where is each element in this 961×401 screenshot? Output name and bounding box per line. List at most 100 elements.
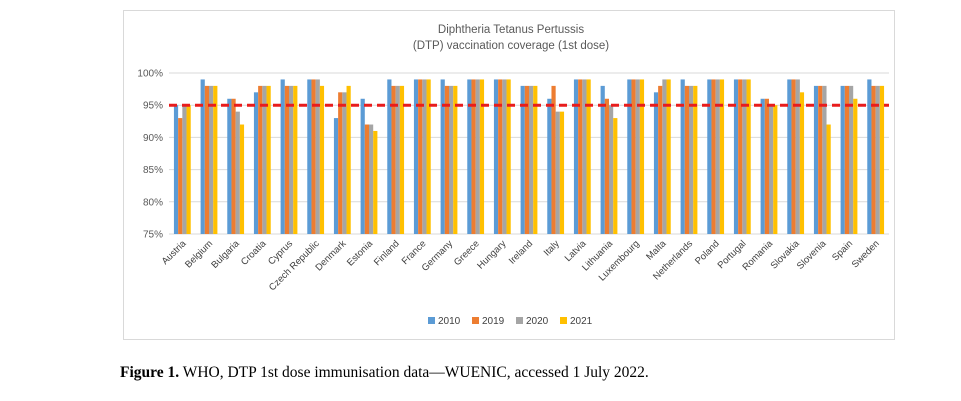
bar (227, 98, 232, 234)
x-tick-label: Sweden (850, 238, 882, 270)
bar (342, 92, 347, 234)
legend-swatch (428, 317, 435, 324)
bar (555, 111, 560, 234)
bar (289, 85, 294, 234)
bar (818, 85, 823, 234)
bar (631, 79, 636, 234)
bar (573, 79, 579, 234)
bar (578, 79, 583, 234)
bar (524, 85, 529, 234)
bar (178, 118, 183, 234)
bar (258, 85, 263, 234)
bar (373, 130, 378, 234)
bar (684, 85, 689, 234)
bar (738, 79, 743, 234)
x-tick-label: Malta (644, 238, 669, 263)
bar (609, 105, 614, 234)
bar (742, 79, 747, 234)
x-tick-label: Spain (830, 238, 855, 263)
bar (444, 85, 449, 234)
x-tick-label: Estonia (345, 238, 376, 269)
bar (600, 85, 605, 234)
bar (475, 79, 480, 234)
bar (853, 98, 858, 234)
bar (426, 79, 431, 234)
bar (689, 85, 694, 234)
bar (346, 85, 351, 234)
bar (746, 79, 751, 234)
x-tick-label: Italy (542, 238, 562, 258)
legend-swatch (516, 317, 523, 324)
legend-label: 2019 (482, 316, 505, 327)
bar (493, 79, 499, 234)
bar (867, 79, 872, 234)
x-tick-label: Slovenia (795, 238, 829, 272)
x-tick-label: Finland (372, 238, 402, 268)
x-tick-label: Bulgaria (209, 238, 242, 271)
bar (333, 118, 339, 234)
bar (871, 85, 876, 234)
legend-label: 2021 (570, 316, 593, 327)
x-tick-label: Belgium (183, 238, 215, 270)
legend-label: 2010 (438, 316, 461, 327)
bar (280, 79, 285, 234)
bar (235, 111, 240, 234)
bar (293, 85, 298, 234)
bar (639, 79, 645, 234)
bar (231, 98, 236, 234)
bar (479, 79, 485, 234)
bar (693, 85, 698, 234)
figure-caption: Figure 1. WHO, DTP 1st dose immunisation… (120, 364, 920, 382)
bar (653, 92, 659, 234)
bar (182, 105, 187, 234)
bar (307, 79, 312, 234)
bar (658, 85, 663, 234)
bar (418, 79, 423, 234)
bar (604, 98, 609, 234)
bar (364, 124, 369, 234)
x-tick-label: Hungary (475, 238, 508, 271)
bar (773, 105, 778, 234)
bar (200, 79, 205, 234)
bar (369, 124, 374, 234)
y-tick-label: 90% (143, 133, 163, 144)
bar (711, 79, 716, 234)
bar (213, 85, 218, 234)
chart-subtitle: (DTP) vaccination coverage (1st dose) (413, 40, 609, 52)
bar (204, 85, 209, 234)
bar (662, 79, 667, 234)
bar (533, 85, 538, 234)
bar (399, 85, 405, 234)
chart-title: Diphtheria Tetanus Pertussis (438, 24, 584, 36)
bar (627, 79, 632, 234)
bar (613, 118, 618, 234)
bar (769, 105, 774, 234)
bar (520, 85, 525, 234)
bar (666, 79, 671, 234)
legend-label: 2020 (526, 316, 549, 327)
bar (879, 85, 885, 234)
caption-label: Figure 1. (120, 364, 180, 381)
bar (719, 79, 725, 234)
bar (311, 79, 316, 234)
bar (506, 79, 511, 234)
bar (498, 79, 503, 234)
x-tick-label: Ireland (507, 238, 535, 266)
bar (360, 98, 365, 234)
caption-text: WHO, DTP 1st dose immunisation data—WUEN… (179, 364, 649, 381)
x-tick-label: Croatia (239, 238, 269, 268)
bar (559, 111, 565, 234)
chart-frame: Diphtheria Tetanus Pertussis (DTP) vaccin… (123, 10, 895, 340)
bar (849, 85, 854, 234)
bar (239, 124, 245, 234)
x-tick-label: Romania (740, 238, 775, 273)
bar (551, 85, 556, 234)
bar (338, 92, 343, 234)
bar (440, 79, 445, 234)
y-tick-label: 85% (143, 165, 163, 176)
bar (449, 85, 454, 234)
bar (387, 79, 392, 234)
chart-svg: Diphtheria Tetanus Pertussis (DTP) vaccin… (137, 24, 889, 327)
bar (787, 79, 792, 234)
bar (262, 85, 267, 234)
